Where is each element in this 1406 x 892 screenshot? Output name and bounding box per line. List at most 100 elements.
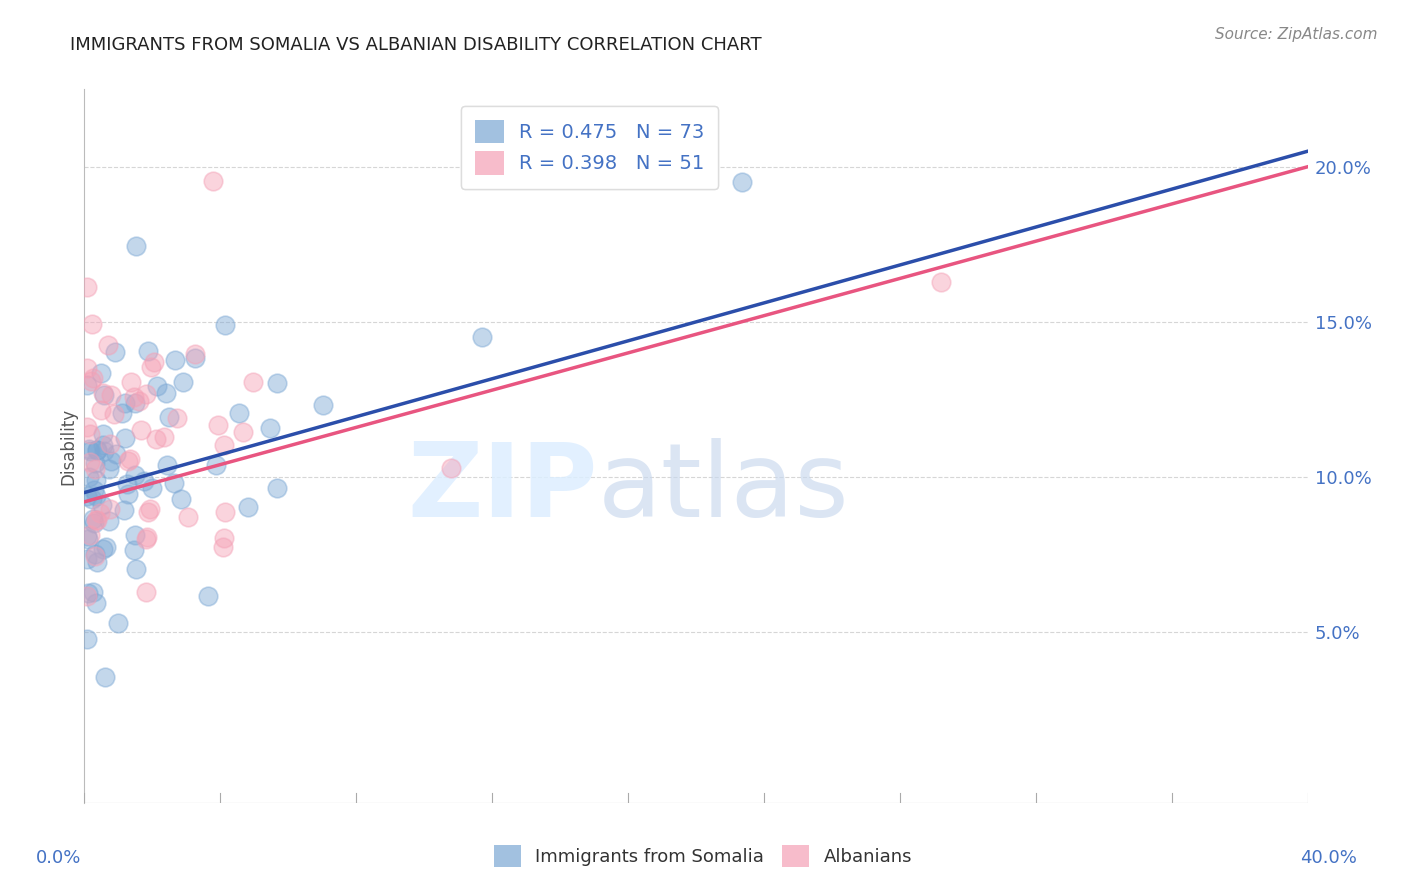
Point [242, 375, 264, 389]
Text: ZIP: ZIP [408, 438, 598, 540]
Point [79, 470, 101, 484]
Point [86, 442, 108, 457]
Point [82, 512, 104, 526]
Point [205, 458, 228, 473]
Point [135, 584, 157, 599]
Point [155, 458, 177, 472]
Point [266, 481, 288, 495]
Point [84, 462, 107, 476]
Point [120, 376, 142, 390]
Point [76, 552, 98, 566]
Point [97, 338, 120, 352]
Point [86, 556, 108, 570]
Point [80, 317, 103, 331]
Point [84, 489, 107, 503]
Point [183, 346, 205, 360]
Point [94, 541, 117, 555]
Point [83, 516, 105, 530]
Point [79, 444, 101, 458]
Point [141, 481, 163, 495]
Point [120, 452, 142, 467]
Point [124, 528, 146, 542]
Point [104, 344, 127, 359]
Point [86, 596, 108, 610]
Point [111, 406, 134, 420]
Point [114, 396, 136, 410]
Point [76, 377, 98, 392]
Point [77, 442, 100, 457]
Point [165, 352, 187, 367]
Point [105, 447, 128, 461]
Point [139, 501, 162, 516]
Point [471, 330, 494, 344]
Point [82, 371, 104, 385]
Point [90, 366, 112, 380]
Point [929, 275, 952, 289]
Point [142, 355, 165, 369]
Point [197, 589, 219, 603]
Point [83, 483, 105, 498]
Point [76, 420, 98, 434]
Point [82, 585, 104, 599]
Point [122, 390, 145, 404]
Point [236, 500, 259, 514]
Point [162, 475, 184, 490]
Point [84, 547, 107, 561]
Point [136, 344, 159, 359]
Point [76, 589, 98, 603]
Point [84, 473, 107, 487]
Point [93, 541, 115, 556]
Point [112, 503, 135, 517]
Point [228, 406, 250, 420]
Point [94, 670, 117, 684]
Point [134, 475, 156, 489]
Point [125, 239, 148, 253]
Point [100, 454, 122, 468]
Legend: R = 0.475   N = 73, R = 0.398   N = 51: R = 0.475 N = 73, R = 0.398 N = 51 [461, 106, 718, 188]
Point [124, 396, 146, 410]
Point [80, 491, 103, 506]
Point [177, 509, 200, 524]
Point [131, 423, 153, 437]
Point [79, 455, 101, 469]
Point [214, 318, 236, 333]
Point [86, 513, 108, 527]
Point [76, 529, 98, 543]
Point [731, 175, 754, 189]
Point [90, 498, 112, 512]
Point [80, 374, 103, 388]
Point [117, 454, 139, 468]
Point [76, 489, 98, 503]
Point [76, 632, 98, 646]
Point [98, 437, 121, 451]
Point [201, 174, 224, 188]
Point [76, 279, 98, 293]
Point [155, 385, 177, 400]
Point [117, 487, 139, 501]
Text: 0.0%: 0.0% [35, 849, 80, 867]
Point [214, 505, 236, 519]
Point [84, 549, 107, 563]
Point [172, 376, 194, 390]
Point [184, 351, 207, 365]
Text: atlas: atlas [598, 438, 849, 540]
Point [117, 477, 139, 491]
Point [91, 385, 114, 400]
Point [135, 532, 157, 546]
Point [135, 387, 157, 401]
Point [136, 530, 159, 544]
Point [98, 501, 121, 516]
Point [86, 443, 108, 458]
Point [79, 528, 101, 542]
Point [83, 456, 105, 470]
Point [89, 507, 111, 521]
Point [77, 532, 100, 546]
Point [145, 432, 167, 446]
Point [84, 513, 107, 527]
Text: 40.0%: 40.0% [1299, 849, 1357, 867]
Point [207, 418, 229, 433]
Point [103, 408, 125, 422]
Point [259, 421, 281, 435]
Point [124, 468, 146, 483]
Point [91, 438, 114, 452]
